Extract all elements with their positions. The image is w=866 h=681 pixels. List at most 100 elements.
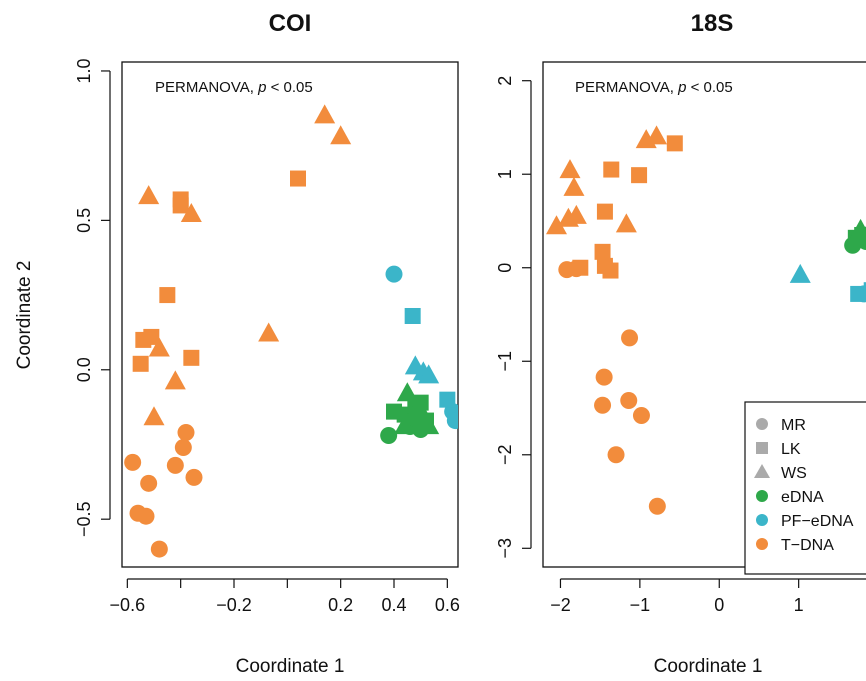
legend-marker xyxy=(756,514,768,526)
data-point xyxy=(314,104,336,124)
x-axis-label: Coordinate 1 xyxy=(654,656,763,677)
x-tick-label: 0 xyxy=(714,595,724,615)
data-point xyxy=(631,167,648,184)
legend: MR LK WS eDNA PF−eDNA T−DNA xyxy=(744,401,866,575)
data-point xyxy=(140,474,158,492)
data-point xyxy=(380,427,398,445)
data-point xyxy=(596,203,613,220)
y-tick-label: 1.0 xyxy=(74,58,94,83)
data-point xyxy=(595,368,613,386)
data-point xyxy=(385,265,403,283)
data-point xyxy=(632,407,650,424)
x-tick-label: −0.2 xyxy=(216,595,252,615)
data-point xyxy=(183,349,200,366)
data-point xyxy=(124,453,142,471)
data-point xyxy=(159,287,176,304)
data-point xyxy=(621,329,639,347)
data-point xyxy=(132,355,149,372)
data-point xyxy=(410,400,432,420)
panel-title: COI xyxy=(269,10,312,37)
panel-title: 18S xyxy=(691,10,734,37)
data-point xyxy=(572,259,589,276)
data-point xyxy=(330,125,352,145)
data-points xyxy=(124,104,458,558)
data-point xyxy=(135,331,152,348)
data-point xyxy=(150,540,168,558)
x-tick-label: −1 xyxy=(630,595,651,615)
y-tick-label: −2 xyxy=(495,445,515,466)
x-tick-label: 0.6 xyxy=(435,595,460,615)
x-tick-label: −0.6 xyxy=(110,595,146,615)
legend-label: LK xyxy=(781,441,801,458)
data-point xyxy=(607,446,625,464)
data-point xyxy=(615,213,637,233)
data-point xyxy=(620,392,638,410)
x-tick-label: −2 xyxy=(550,595,571,615)
x-tick-label: 0.2 xyxy=(328,595,353,615)
data-point xyxy=(143,406,165,426)
data-point xyxy=(396,382,418,402)
data-point xyxy=(290,170,306,187)
y-tick-label: 2 xyxy=(495,76,515,86)
legend-label: T−DNA xyxy=(781,537,834,554)
data-point xyxy=(850,218,866,238)
legend-marker xyxy=(756,418,768,430)
permanova-annotation: PERMANOVA, p < 0.05 xyxy=(155,79,313,96)
y-tick-label: −3 xyxy=(495,538,515,559)
legend-marker xyxy=(756,538,768,550)
legend-label: WS xyxy=(781,465,807,482)
data-point xyxy=(172,197,189,214)
data-point xyxy=(557,207,579,227)
data-point xyxy=(646,125,668,145)
y-tick-label: −1 xyxy=(495,351,515,372)
data-point xyxy=(404,307,421,324)
y-tick-label: 1 xyxy=(495,169,515,179)
legend-marker xyxy=(756,490,768,502)
plot-frame xyxy=(542,61,866,568)
data-point xyxy=(164,370,186,390)
data-point xyxy=(185,468,203,486)
data-point xyxy=(166,456,184,474)
data-point xyxy=(138,185,160,205)
legend-label: MR xyxy=(781,417,806,434)
data-point xyxy=(563,176,585,196)
data-point xyxy=(418,415,440,435)
data-point xyxy=(174,438,192,456)
data-point xyxy=(258,322,280,342)
legend-marker xyxy=(756,442,768,454)
y-tick-label: −0.5 xyxy=(74,501,94,537)
data-point xyxy=(439,391,456,408)
data-point xyxy=(446,412,458,430)
data-point xyxy=(594,243,611,260)
y-tick-label: 0.5 xyxy=(74,208,94,233)
data-points xyxy=(545,125,866,515)
data-point xyxy=(602,262,619,279)
data-point xyxy=(177,424,195,442)
data-point xyxy=(648,497,666,515)
data-point xyxy=(594,396,612,414)
data-point xyxy=(862,226,866,234)
y-tick-label: 0.0 xyxy=(74,357,94,382)
plot-frame xyxy=(121,61,459,568)
data-point xyxy=(789,263,811,283)
legend-marker xyxy=(754,464,770,478)
x-tick-label: 0.4 xyxy=(381,595,406,615)
data-point xyxy=(863,282,866,299)
data-point xyxy=(545,215,567,235)
data-point xyxy=(666,135,683,152)
data-point xyxy=(394,415,416,435)
x-axis-label: Coordinate 1 xyxy=(236,656,345,677)
data-point xyxy=(418,364,440,384)
data-point xyxy=(603,161,620,178)
x-tick-label: 1 xyxy=(794,595,804,615)
data-point xyxy=(180,202,202,222)
legend-label: eDNA xyxy=(781,489,824,506)
data-point xyxy=(148,337,170,357)
legend-label: PF−eDNA xyxy=(781,513,854,530)
y-axis-label: Coordinate 2 xyxy=(14,261,35,370)
panel-coi: COI PERMANOVA, p < 0.05 −0.6 −0.2 0.2 0.4 0.6 −… xyxy=(14,10,460,677)
data-point xyxy=(137,507,155,525)
permanova-annotation: PERMANOVA, p < 0.05 xyxy=(575,79,733,96)
